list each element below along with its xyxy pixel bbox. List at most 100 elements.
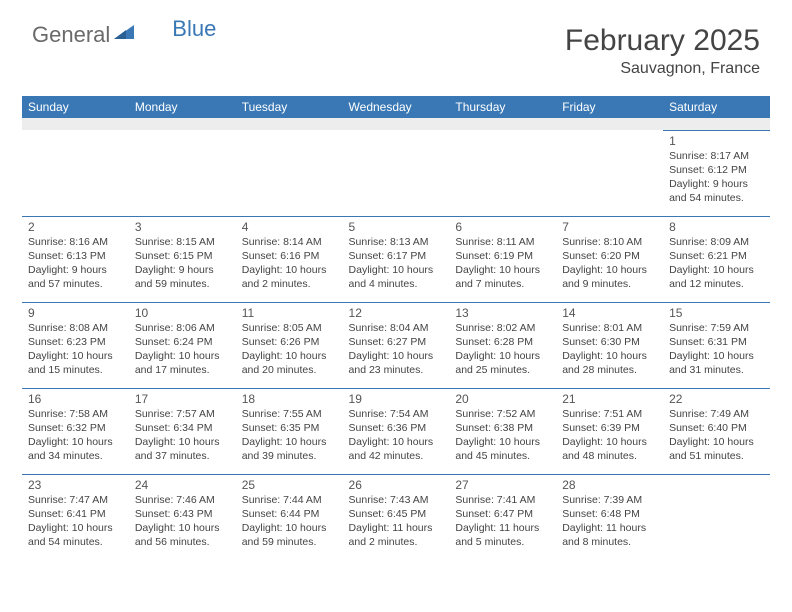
- day-info: Sunrise: 8:02 AMSunset: 6:28 PMDaylight:…: [455, 321, 550, 378]
- day-number: 10: [135, 306, 230, 320]
- weekday-header: Monday: [129, 96, 236, 118]
- calendar-week-row: 2Sunrise: 8:16 AMSunset: 6:13 PMDaylight…: [22, 216, 770, 302]
- title-block: February 2025 Sauvagnon, France: [565, 24, 760, 78]
- day-cell: 1Sunrise: 8:17 AMSunset: 6:12 PMDaylight…: [663, 130, 770, 216]
- day-info: Sunrise: 8:06 AMSunset: 6:24 PMDaylight:…: [135, 321, 230, 378]
- day-number: 15: [669, 306, 764, 320]
- weekday-header: Tuesday: [236, 96, 343, 118]
- day-info: Sunrise: 7:39 AMSunset: 6:48 PMDaylight:…: [562, 493, 657, 550]
- day-number: 22: [669, 392, 764, 406]
- day-cell: 12Sunrise: 8:04 AMSunset: 6:27 PMDayligh…: [343, 302, 450, 388]
- day-info: Sunrise: 7:55 AMSunset: 6:35 PMDaylight:…: [242, 407, 337, 464]
- day-number: 4: [242, 220, 337, 234]
- calendar-header-row: SundayMondayTuesdayWednesdayThursdayFrid…: [22, 96, 770, 118]
- day-number: 5: [349, 220, 444, 234]
- day-number: 17: [135, 392, 230, 406]
- day-cell: 20Sunrise: 7:52 AMSunset: 6:38 PMDayligh…: [449, 388, 556, 474]
- empty-cell: [236, 130, 343, 216]
- day-info: Sunrise: 8:13 AMSunset: 6:17 PMDaylight:…: [349, 235, 444, 292]
- day-cell: 8Sunrise: 8:09 AMSunset: 6:21 PMDaylight…: [663, 216, 770, 302]
- day-number: 2: [28, 220, 123, 234]
- logo-triangle-icon: [114, 23, 134, 43]
- day-cell: 28Sunrise: 7:39 AMSunset: 6:48 PMDayligh…: [556, 474, 663, 560]
- day-number: 20: [455, 392, 550, 406]
- day-info: Sunrise: 7:43 AMSunset: 6:45 PMDaylight:…: [349, 493, 444, 550]
- day-cell: 17Sunrise: 7:57 AMSunset: 6:34 PMDayligh…: [129, 388, 236, 474]
- day-cell: 3Sunrise: 8:15 AMSunset: 6:15 PMDaylight…: [129, 216, 236, 302]
- day-info: Sunrise: 7:59 AMSunset: 6:31 PMDaylight:…: [669, 321, 764, 378]
- day-cell: 18Sunrise: 7:55 AMSunset: 6:35 PMDayligh…: [236, 388, 343, 474]
- logo-text-blue: Blue: [172, 18, 216, 40]
- day-number: 21: [562, 392, 657, 406]
- day-cell: 4Sunrise: 8:14 AMSunset: 6:16 PMDaylight…: [236, 216, 343, 302]
- day-cell: 27Sunrise: 7:41 AMSunset: 6:47 PMDayligh…: [449, 474, 556, 560]
- day-cell: 9Sunrise: 8:08 AMSunset: 6:23 PMDaylight…: [22, 302, 129, 388]
- day-info: Sunrise: 7:47 AMSunset: 6:41 PMDaylight:…: [28, 493, 123, 550]
- day-number: 19: [349, 392, 444, 406]
- day-number: 8: [669, 220, 764, 234]
- day-number: 14: [562, 306, 657, 320]
- logo: GeneralBlue: [32, 24, 182, 46]
- logo-text-general: General: [32, 24, 110, 46]
- day-number: 23: [28, 478, 123, 492]
- day-info: Sunrise: 8:10 AMSunset: 6:20 PMDaylight:…: [562, 235, 657, 292]
- day-info: Sunrise: 7:51 AMSunset: 6:39 PMDaylight:…: [562, 407, 657, 464]
- day-cell: 7Sunrise: 8:10 AMSunset: 6:20 PMDaylight…: [556, 216, 663, 302]
- day-number: 25: [242, 478, 337, 492]
- day-info: Sunrise: 8:14 AMSunset: 6:16 PMDaylight:…: [242, 235, 337, 292]
- day-number: 12: [349, 306, 444, 320]
- day-info: Sunrise: 8:04 AMSunset: 6:27 PMDaylight:…: [349, 321, 444, 378]
- day-number: 24: [135, 478, 230, 492]
- day-cell: 10Sunrise: 8:06 AMSunset: 6:24 PMDayligh…: [129, 302, 236, 388]
- empty-cell: [22, 130, 129, 216]
- day-info: Sunrise: 8:17 AMSunset: 6:12 PMDaylight:…: [669, 149, 764, 206]
- day-cell: 24Sunrise: 7:46 AMSunset: 6:43 PMDayligh…: [129, 474, 236, 560]
- day-number: 6: [455, 220, 550, 234]
- day-number: 9: [28, 306, 123, 320]
- calendar-week-row: 9Sunrise: 8:08 AMSunset: 6:23 PMDaylight…: [22, 302, 770, 388]
- day-cell: 26Sunrise: 7:43 AMSunset: 6:45 PMDayligh…: [343, 474, 450, 560]
- day-info: Sunrise: 7:44 AMSunset: 6:44 PMDaylight:…: [242, 493, 337, 550]
- day-number: 3: [135, 220, 230, 234]
- day-info: Sunrise: 8:16 AMSunset: 6:13 PMDaylight:…: [28, 235, 123, 292]
- day-info: Sunrise: 7:41 AMSunset: 6:47 PMDaylight:…: [455, 493, 550, 550]
- day-cell: 11Sunrise: 8:05 AMSunset: 6:26 PMDayligh…: [236, 302, 343, 388]
- calendar-week-row: 16Sunrise: 7:58 AMSunset: 6:32 PMDayligh…: [22, 388, 770, 474]
- day-cell: 19Sunrise: 7:54 AMSunset: 6:36 PMDayligh…: [343, 388, 450, 474]
- day-number: 27: [455, 478, 550, 492]
- empty-cell: [663, 474, 770, 560]
- day-cell: 2Sunrise: 8:16 AMSunset: 6:13 PMDaylight…: [22, 216, 129, 302]
- day-number: 7: [562, 220, 657, 234]
- day-info: Sunrise: 7:58 AMSunset: 6:32 PMDaylight:…: [28, 407, 123, 464]
- location-label: Sauvagnon, France: [565, 60, 760, 78]
- weekday-header: Wednesday: [343, 96, 450, 118]
- day-cell: 15Sunrise: 7:59 AMSunset: 6:31 PMDayligh…: [663, 302, 770, 388]
- weekday-header: Friday: [556, 96, 663, 118]
- empty-cell: [449, 130, 556, 216]
- calendar-week-row: 23Sunrise: 7:47 AMSunset: 6:41 PMDayligh…: [22, 474, 770, 560]
- day-number: 28: [562, 478, 657, 492]
- empty-cell: [343, 130, 450, 216]
- day-info: Sunrise: 7:46 AMSunset: 6:43 PMDaylight:…: [135, 493, 230, 550]
- day-info: Sunrise: 7:49 AMSunset: 6:40 PMDaylight:…: [669, 407, 764, 464]
- day-cell: 14Sunrise: 8:01 AMSunset: 6:30 PMDayligh…: [556, 302, 663, 388]
- day-info: Sunrise: 8:09 AMSunset: 6:21 PMDaylight:…: [669, 235, 764, 292]
- calendar-week-row: 1Sunrise: 8:17 AMSunset: 6:12 PMDaylight…: [22, 130, 770, 216]
- day-cell: 23Sunrise: 7:47 AMSunset: 6:41 PMDayligh…: [22, 474, 129, 560]
- page-header: GeneralBlue February 2025 Sauvagnon, Fra…: [0, 0, 792, 86]
- calendar-table: SundayMondayTuesdayWednesdayThursdayFrid…: [22, 96, 770, 560]
- day-cell: 25Sunrise: 7:44 AMSunset: 6:44 PMDayligh…: [236, 474, 343, 560]
- weekday-header: Thursday: [449, 96, 556, 118]
- day-number: 11: [242, 306, 337, 320]
- day-info: Sunrise: 8:01 AMSunset: 6:30 PMDaylight:…: [562, 321, 657, 378]
- day-info: Sunrise: 7:57 AMSunset: 6:34 PMDaylight:…: [135, 407, 230, 464]
- empty-cell: [129, 130, 236, 216]
- day-cell: 5Sunrise: 8:13 AMSunset: 6:17 PMDaylight…: [343, 216, 450, 302]
- blank-row: [22, 118, 770, 130]
- weekday-header: Sunday: [22, 96, 129, 118]
- day-info: Sunrise: 8:15 AMSunset: 6:15 PMDaylight:…: [135, 235, 230, 292]
- day-info: Sunrise: 7:54 AMSunset: 6:36 PMDaylight:…: [349, 407, 444, 464]
- day-info: Sunrise: 8:08 AMSunset: 6:23 PMDaylight:…: [28, 321, 123, 378]
- day-number: 16: [28, 392, 123, 406]
- weekday-header: Saturday: [663, 96, 770, 118]
